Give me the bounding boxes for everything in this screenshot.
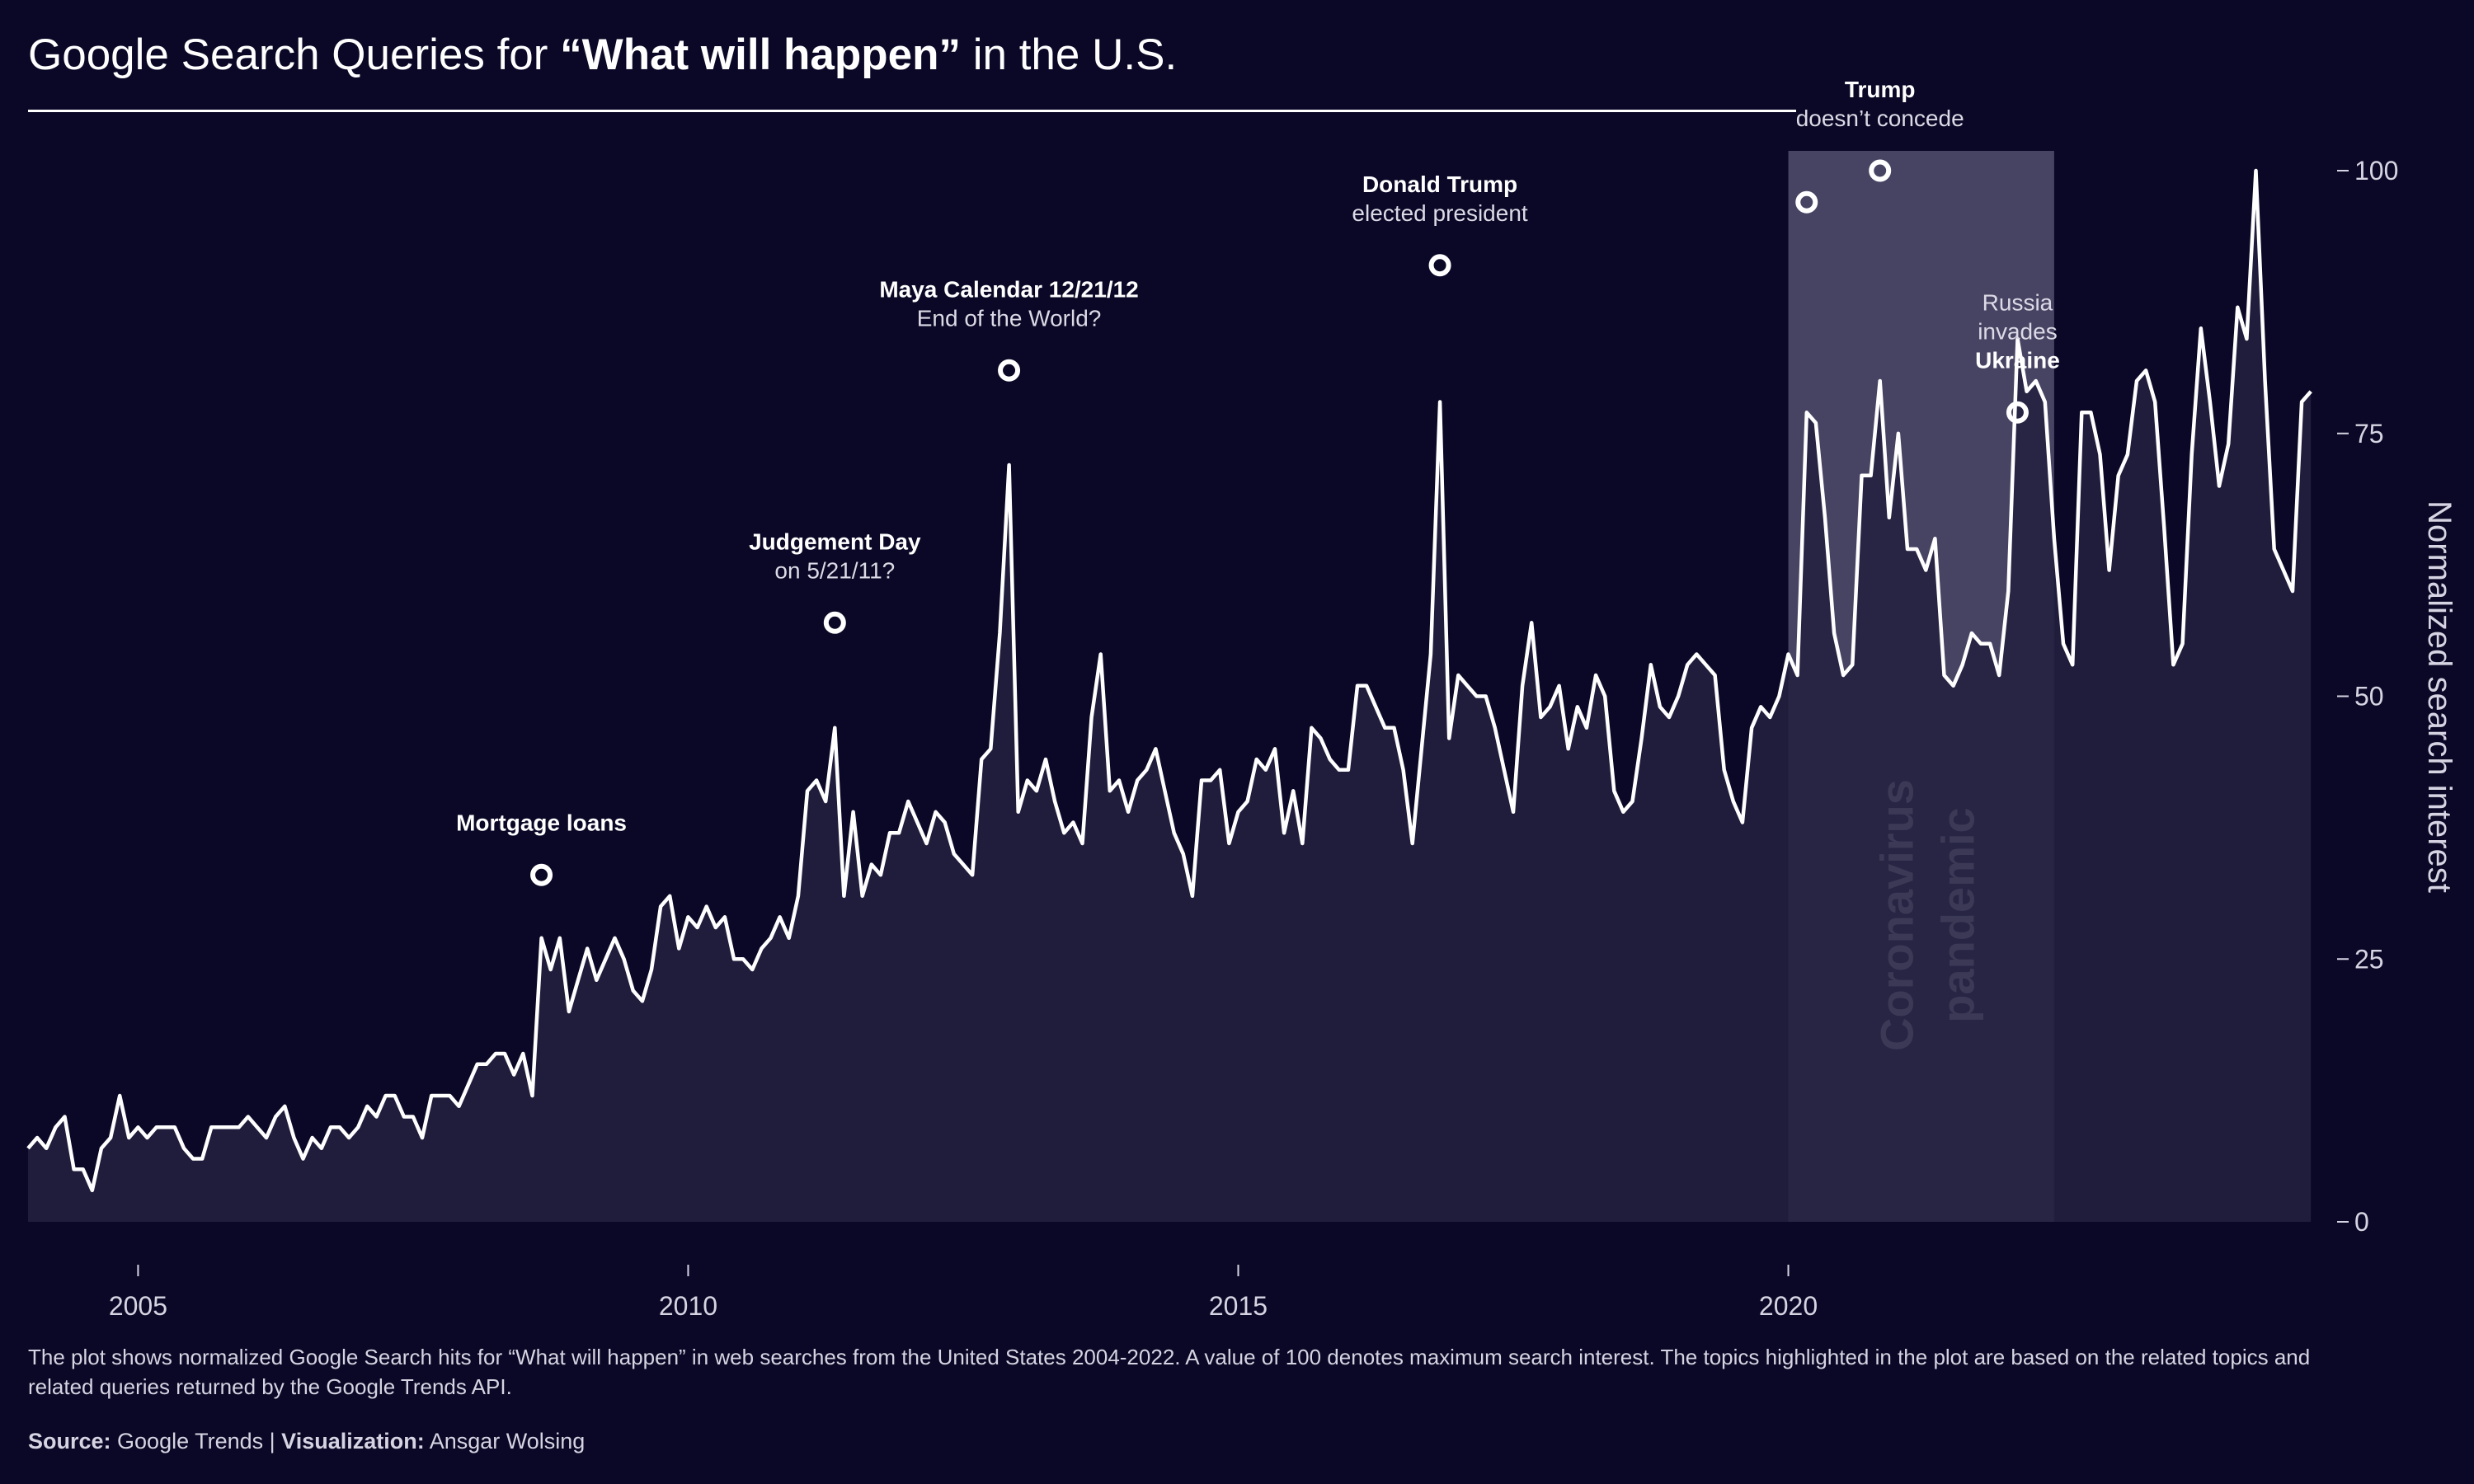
title-underline	[28, 110, 1796, 112]
source-label: Source:	[28, 1429, 111, 1453]
visualization-label: Visualization:	[281, 1429, 425, 1453]
annotation-label: Ukraine	[1975, 347, 2060, 373]
title-prefix: Google Search Queries for	[28, 31, 561, 79]
annotation-label: Trump	[1845, 77, 1916, 102]
annotation-label: Maya Calendar 12/21/12	[879, 276, 1138, 302]
chart-caption: The plot shows normalized Google Search …	[28, 1345, 2311, 1399]
annotation-label: Judgement Day	[749, 528, 921, 554]
x-tick-label: 2015	[1209, 1291, 1268, 1321]
title-suffix: in the U.S.	[961, 31, 1178, 79]
x-tick-label: 2020	[1759, 1291, 1818, 1321]
y-tick-label: 50	[2354, 682, 2384, 711]
series-line	[26, 168, 2312, 1193]
y-tick-label: 75	[2354, 419, 2384, 448]
y-tick-label: 0	[2354, 1207, 2369, 1237]
annotation-label: Mortgage loans	[456, 810, 627, 835]
annotation-marker	[530, 863, 553, 886]
series-area	[28, 171, 2312, 1222]
annotation-marker	[2006, 401, 2029, 424]
annotation-label: elected president	[1352, 200, 1527, 226]
x-tick-label: 2005	[109, 1291, 167, 1321]
annotation-marker	[998, 359, 1021, 382]
title-query: “What will happen”	[560, 31, 961, 79]
annotation-marker	[823, 611, 846, 634]
annotation-label: doesn’t concede	[1796, 106, 1964, 131]
credits: Source: Google Trends | Visualization: A…	[28, 1429, 585, 1454]
annotation-label: on 5/21/11?	[774, 557, 895, 583]
chart-title: Google Search Queries for “What will hap…	[28, 30, 1177, 80]
annotation-marker	[1428, 254, 1451, 277]
annotation-label: invades	[1978, 318, 2058, 344]
y-axis-label: Normalized search interest	[2421, 500, 2458, 893]
annotation-marker	[1795, 190, 1818, 214]
y-tick-label: 25	[2354, 944, 2384, 974]
annotation-label: Russia	[1982, 289, 2053, 315]
annotation-marker	[1869, 159, 1892, 182]
x-tick-label: 2010	[659, 1291, 717, 1321]
annotation-label: End of the World?	[917, 305, 1102, 331]
source-value: Google Trends |	[111, 1429, 282, 1453]
visualization-value: Ansgar Wolsing	[424, 1429, 586, 1453]
y-tick-label: 100	[2354, 156, 2398, 186]
annotation-label: Donald Trump	[1362, 171, 1517, 197]
